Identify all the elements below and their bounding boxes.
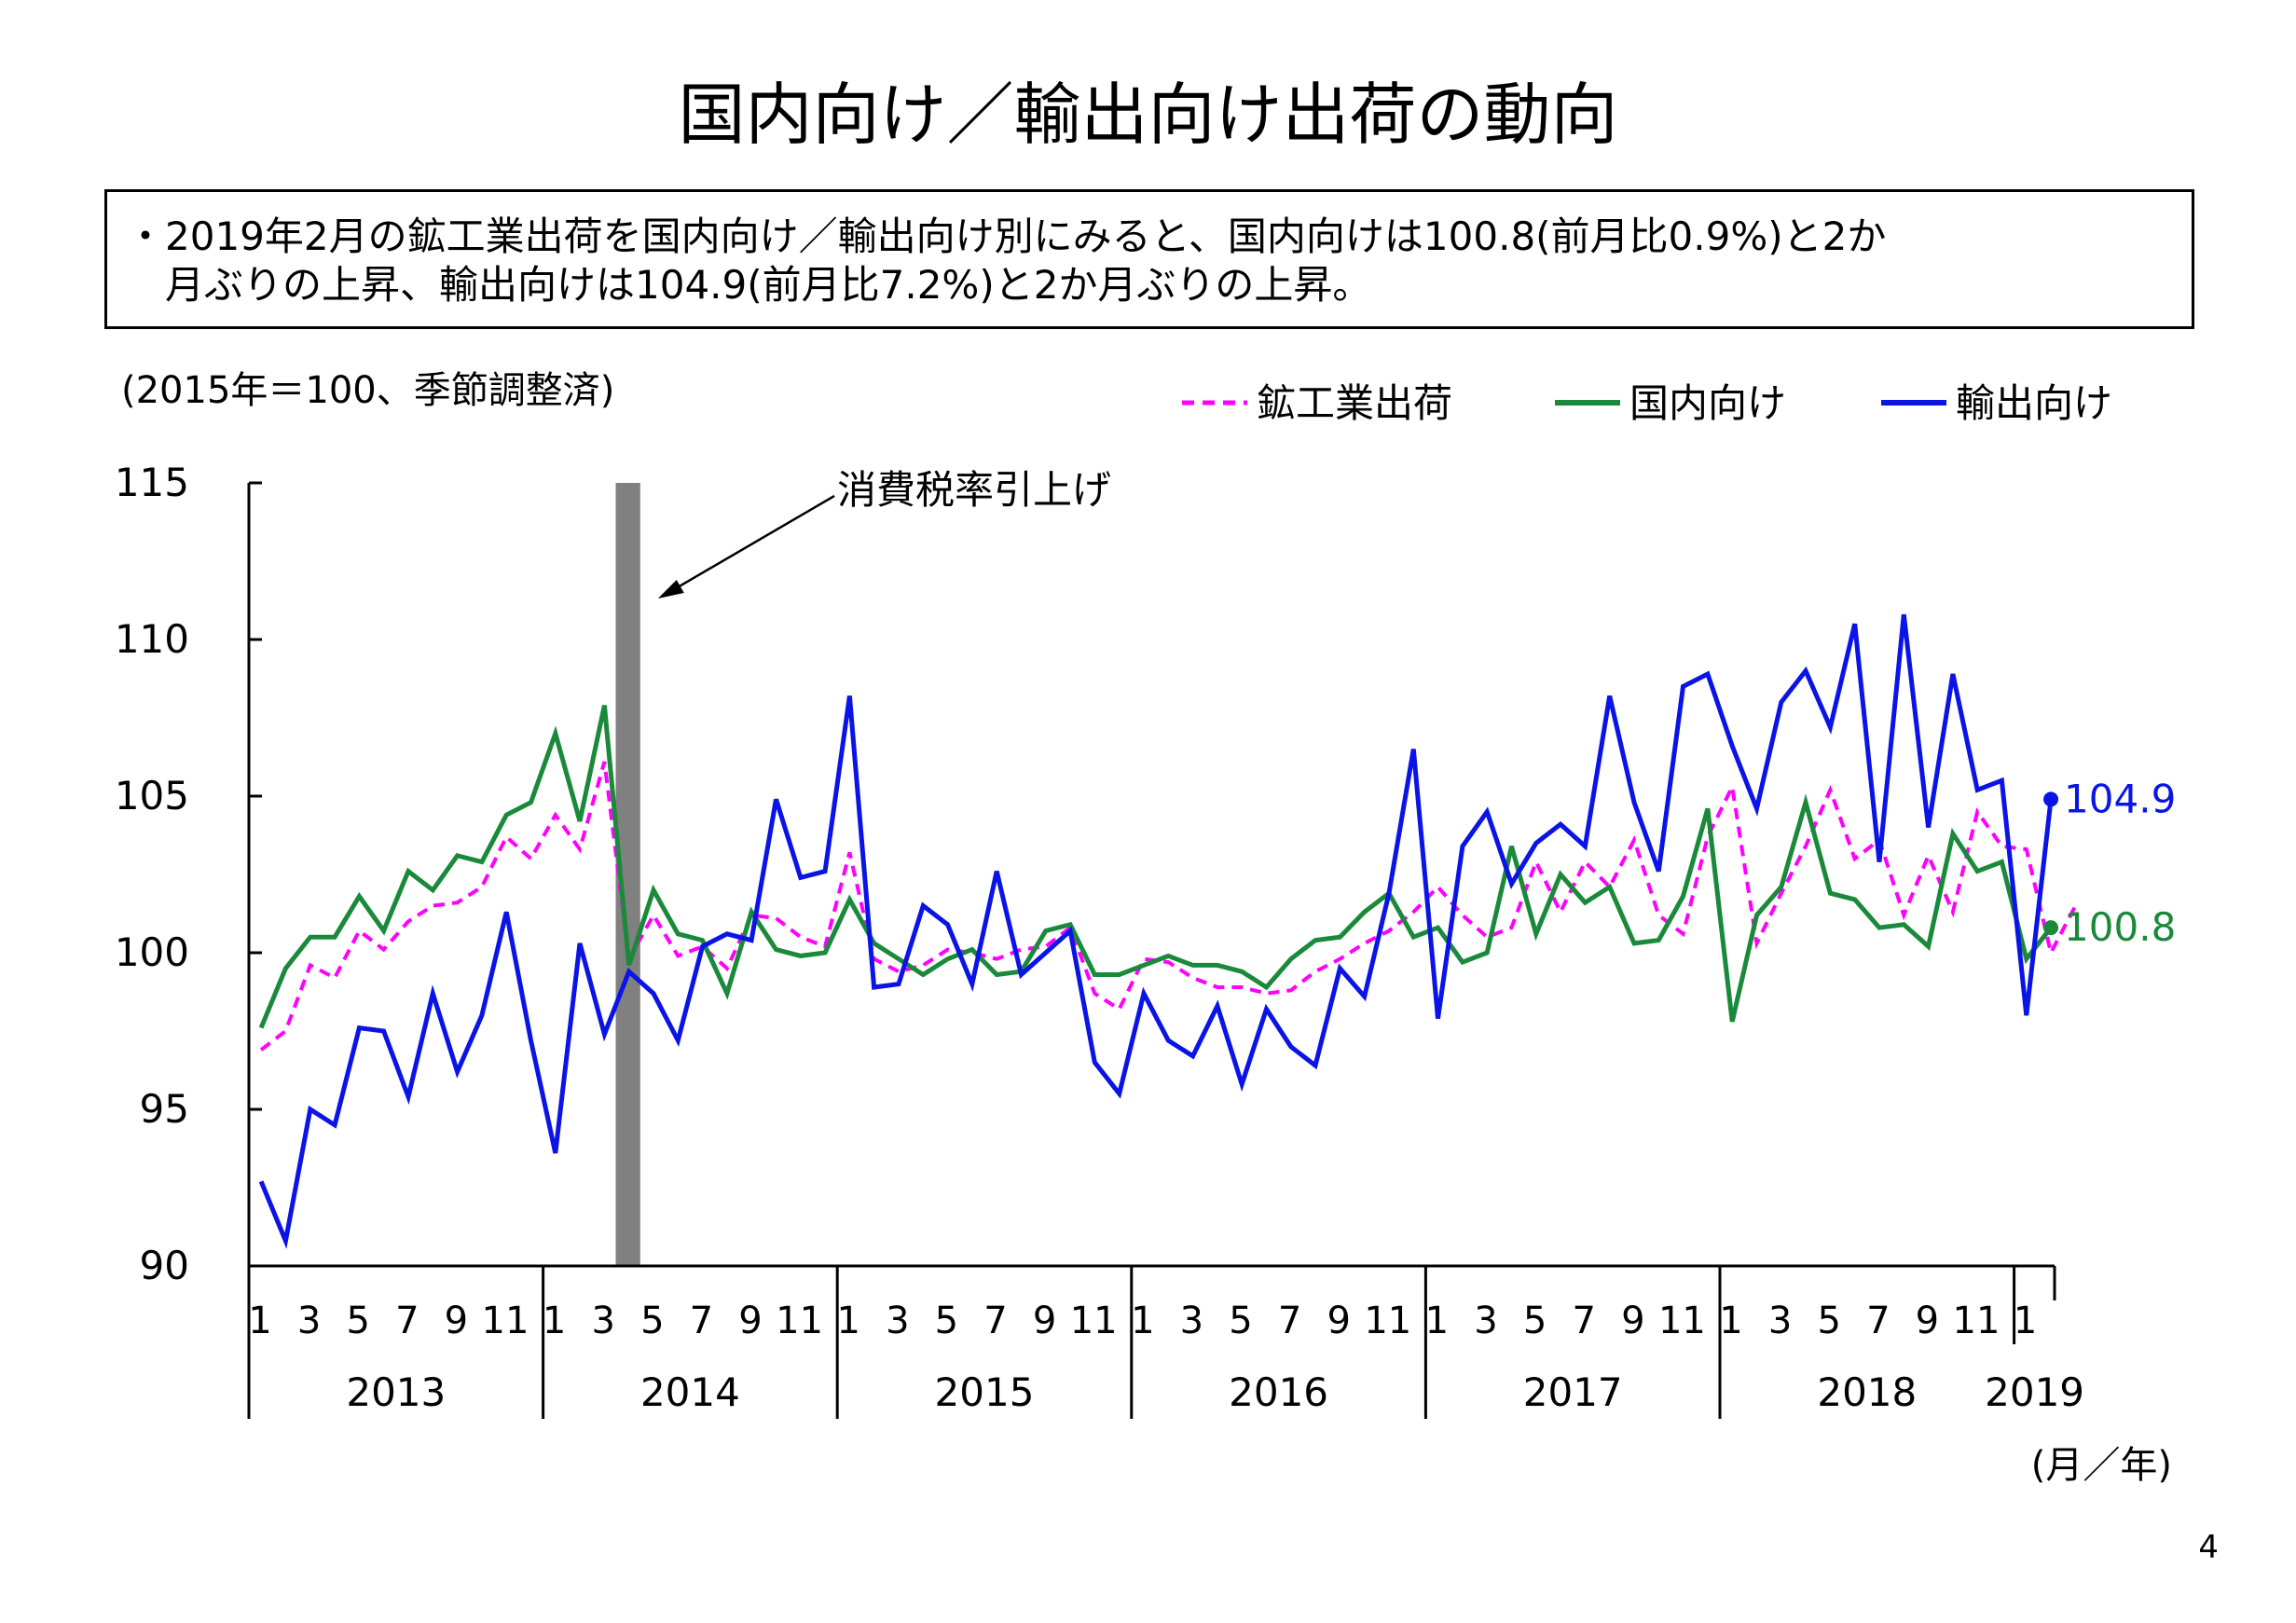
year-label: 2014: [640, 1369, 740, 1415]
annotation-arrow-line: [661, 494, 835, 598]
legend-label-export: 輸出向け: [1956, 380, 2112, 426]
series-line-domestic: [258, 705, 2054, 1029]
month-tick-label: 7: [1278, 1300, 1301, 1342]
series-line-export: [258, 613, 2054, 1249]
month-tick-label: 9: [1916, 1300, 1939, 1342]
month-tick-label: 3: [297, 1300, 321, 1342]
y-tick-label: 115: [115, 460, 189, 505]
year-label: 2016: [1229, 1369, 1328, 1415]
month-tick-label: 1: [836, 1300, 859, 1342]
end-marker-domestic: [2043, 920, 2059, 936]
y-tick-label: 110: [115, 616, 189, 662]
year-label: 2019: [1985, 1369, 2084, 1415]
month-tick-label: 11: [1658, 1300, 1706, 1342]
month-tick-label: 9: [1327, 1300, 1350, 1342]
month-tick-label: 3: [1180, 1300, 1203, 1342]
year-label: 2018: [1817, 1369, 1917, 1415]
legend-label-domestic: 国内向け: [1629, 380, 1786, 426]
page-number: 4: [2198, 1529, 2219, 1566]
month-tick-label: 3: [1474, 1300, 1497, 1342]
y-tick-label: 95: [140, 1086, 189, 1132]
year-label: 2017: [1523, 1369, 1623, 1415]
y-tick-label: 105: [115, 773, 189, 818]
x-unit-label: (月／年): [2031, 1444, 2172, 1487]
annotation-label: 消費税率引上げ: [837, 467, 1111, 513]
legend: 鉱工業出荷 国内向け 輸出向け: [1182, 380, 2112, 426]
series-line-total: [259, 761, 2078, 1052]
month-tick-label: 11: [1953, 1300, 2000, 1342]
month-tick-label: 5: [1523, 1300, 1547, 1342]
year-label: 2013: [346, 1369, 446, 1415]
month-tick-label: 1: [248, 1300, 271, 1342]
unit-note: (2015年＝100、季節調整済): [121, 369, 614, 412]
month-tick-label: 5: [640, 1300, 664, 1342]
summary-line-1: ・2019年2月の鉱工業出荷を国内向け／輸出向け別にみると、国内向けは100.8…: [126, 213, 1887, 259]
month-tick-label: 1: [543, 1300, 566, 1342]
month-tick-label: 1: [1719, 1300, 1742, 1342]
page-title: 国内向け／輸出向け出荷の動向: [678, 76, 1618, 154]
year-label: 2015: [935, 1369, 1035, 1415]
month-tick-label: 11: [1364, 1300, 1411, 1342]
month-tick-label: 7: [395, 1300, 419, 1342]
month-tick-label: 7: [983, 1300, 1007, 1342]
month-tick-label: 3: [1768, 1300, 1792, 1342]
month-tick-label: 9: [1033, 1300, 1056, 1342]
month-tick-label: 11: [482, 1300, 529, 1342]
end-label-export: 104.9: [2064, 776, 2176, 821]
y-tick-label: 100: [115, 929, 189, 975]
month-tick-label: 5: [346, 1300, 369, 1342]
month-tick-label: 1: [1131, 1300, 1154, 1342]
month-tick-label: 3: [591, 1300, 614, 1342]
month-tick-label: 3: [886, 1300, 909, 1342]
end-label-domestic: 100.8: [2064, 904, 2176, 950]
annotation-arrow-head: [657, 580, 684, 598]
summary-line-2: 月ぶりの上昇、輸出向けは104.9(前月比7.2%)と2か月ぶりの上昇。: [165, 262, 1372, 308]
month-tick-label: 7: [690, 1300, 713, 1342]
summary-box: ・2019年2月の鉱工業出荷を国内向け／輸出向け別にみると、国内向けは100.8…: [104, 189, 2194, 329]
month-tick-label: 11: [776, 1300, 823, 1342]
month-tick-label: 5: [935, 1300, 958, 1342]
month-tick-label: 1: [1425, 1300, 1449, 1342]
month-tick-label: 1: [2014, 1300, 2037, 1342]
y-tick-label: 90: [140, 1243, 189, 1288]
month-tick-label: 9: [738, 1300, 762, 1342]
legend-label-total: 鉱工業出荷: [1257, 380, 1452, 426]
month-tick-label: 7: [1866, 1300, 1890, 1342]
month-tick-label: 9: [445, 1300, 468, 1342]
month-tick-label: 5: [1229, 1300, 1252, 1342]
month-tick-label: 7: [1572, 1300, 1595, 1342]
month-tick-label: 9: [1621, 1300, 1644, 1342]
month-tick-label: 11: [1070, 1300, 1118, 1342]
month-tick-label: 5: [1817, 1300, 1840, 1342]
end-marker-export: [2043, 791, 2059, 807]
